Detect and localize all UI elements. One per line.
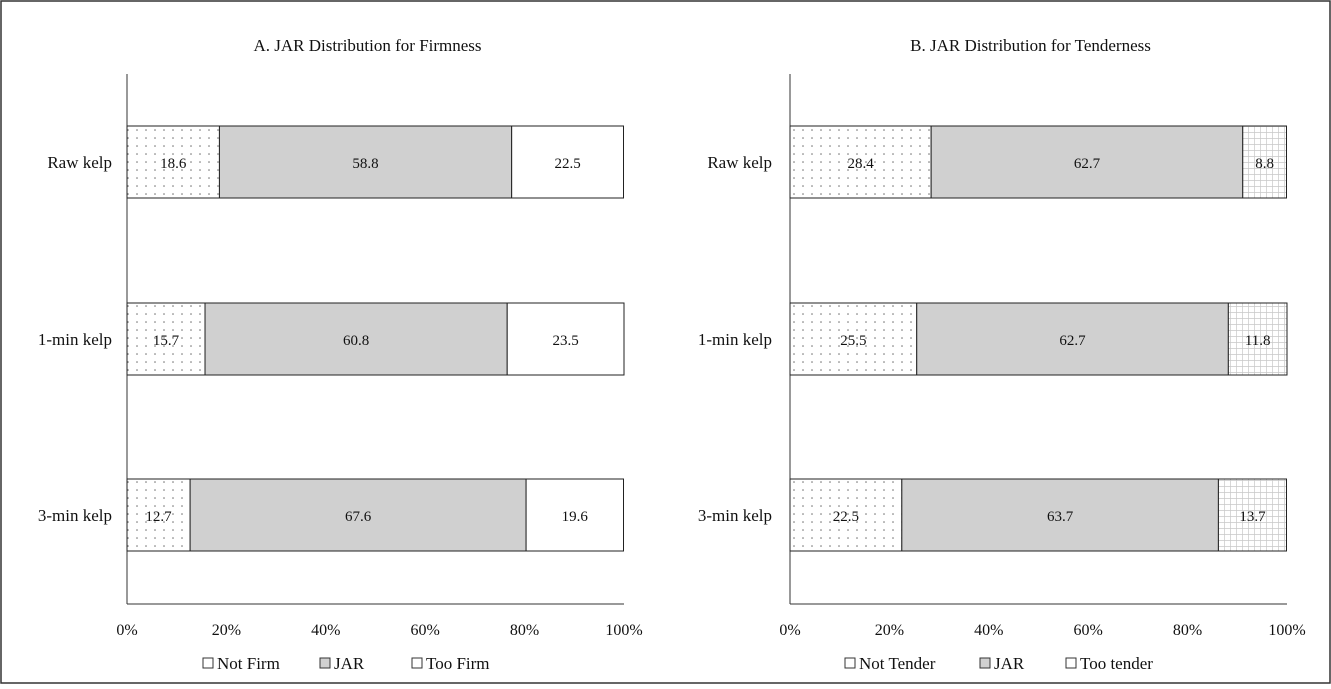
chart-a-data-label: 67.6	[345, 509, 372, 525]
chart-a-x-tick-label: 80%	[510, 622, 539, 639]
chart-b-data-label: 13.7	[1239, 509, 1266, 525]
chart-a-data-label: 12.7	[145, 509, 172, 525]
chart-b-category-label: 1-min kelp	[698, 330, 772, 349]
chart-a-bar-segment-not-firm	[126, 125, 220, 199]
chart-a-data-label: 22.5	[554, 156, 580, 172]
chart-b-x-tick-label: 80%	[1173, 622, 1202, 639]
chart-a-data-label: 23.5	[552, 333, 578, 349]
chart-b-data-label: 62.7	[1074, 156, 1101, 172]
chart-b-bar-segment-jar	[916, 302, 1229, 376]
chart-b-bar-segment-too-tender	[1227, 302, 1288, 376]
chart-b-bar-segment-jar	[930, 125, 1244, 199]
chart-b-data-label: 25.5	[840, 333, 866, 349]
chart-a-x-tick-label: 100%	[605, 622, 642, 639]
chart-b-bar-segment-not-tender	[789, 125, 932, 199]
chart-a-bar-segment-too-firm	[506, 302, 625, 376]
chart-a-bar-segment-jar	[189, 478, 527, 552]
chart-b-category-label: 3-min kelp	[698, 506, 772, 525]
chart-a-legend-label: Not Firm	[217, 654, 280, 673]
chart-b-legend-label: Not Tender	[859, 654, 936, 673]
chart-b-legend-swatch	[1065, 657, 1077, 669]
chart-a-bar-segment-too-firm	[511, 125, 625, 199]
chart-a-category-label: 1-min kelp	[38, 330, 112, 349]
chart-a-bar-segment-not-firm	[126, 478, 191, 552]
chart-a-data-label: 19.6	[562, 509, 589, 525]
chart-a-x-tick-label: 20%	[212, 622, 241, 639]
chart-a-x-tick-label: 0%	[116, 622, 137, 639]
chart-a-x-tick-label: 40%	[311, 622, 340, 639]
chart-b-data-label: 62.7	[1059, 333, 1086, 349]
chart-a-legend-label: Too Firm	[426, 654, 490, 673]
chart-a-data-label: 58.8	[352, 156, 378, 172]
chart-b-x-tick-label: 40%	[974, 622, 1003, 639]
chart-b-bar-segment-too-tender	[1242, 125, 1288, 199]
chart-b-bar-segment-too-tender	[1217, 478, 1288, 552]
chart-a-bar-segment-too-firm	[525, 478, 625, 552]
chart-b-category-label: Raw kelp	[707, 153, 772, 172]
chart-b-x-tick-label: 0%	[779, 622, 800, 639]
chart-a-legend-swatch	[202, 657, 214, 669]
chart-b-legend-label: JAR	[994, 654, 1025, 673]
chart-a-title: A. JAR Distribution for Firmness	[253, 36, 481, 55]
chart-b-bar-segment-not-tender	[789, 478, 903, 552]
chart-b-bar-segment-not-tender	[789, 302, 918, 376]
chart-a-category-label: 3-min kelp	[38, 506, 112, 525]
chart-a-legend-swatch	[411, 657, 423, 669]
chart-a-category-label: Raw kelp	[47, 153, 112, 172]
chart-b-data-label: 8.8	[1255, 156, 1274, 172]
chart-a-data-label: 15.7	[153, 333, 180, 349]
chart-a-legend-label: JAR	[334, 654, 365, 673]
chart-b-legend-swatch	[844, 657, 856, 669]
chart-a-bar-segment-not-firm	[126, 302, 206, 376]
chart-b-legend-swatch	[979, 657, 991, 669]
chart-b-x-tick-label: 60%	[1074, 622, 1103, 639]
chart-b-bar-segment-jar	[901, 478, 1219, 552]
chart-b-x-tick-label: 20%	[875, 622, 904, 639]
chart-b-data-label: 11.8	[1245, 333, 1271, 349]
chart-b-data-label: 63.7	[1047, 509, 1074, 525]
chart-b-x-tick-label: 100%	[1268, 622, 1305, 639]
chart-a-data-label: 18.6	[160, 156, 187, 172]
chart-a-legend-swatch	[319, 657, 331, 669]
chart-b-data-label: 22.5	[833, 509, 859, 525]
chart-b-data-label: 28.4	[847, 156, 874, 172]
chart-b-title: B. JAR Distribution for Tenderness	[910, 36, 1151, 55]
chart-b-legend-label: Too tender	[1080, 654, 1153, 673]
chart-a-bar-segment-jar	[204, 302, 508, 376]
chart-a-x-tick-label: 60%	[411, 622, 440, 639]
chart-a-data-label: 60.8	[343, 333, 369, 349]
